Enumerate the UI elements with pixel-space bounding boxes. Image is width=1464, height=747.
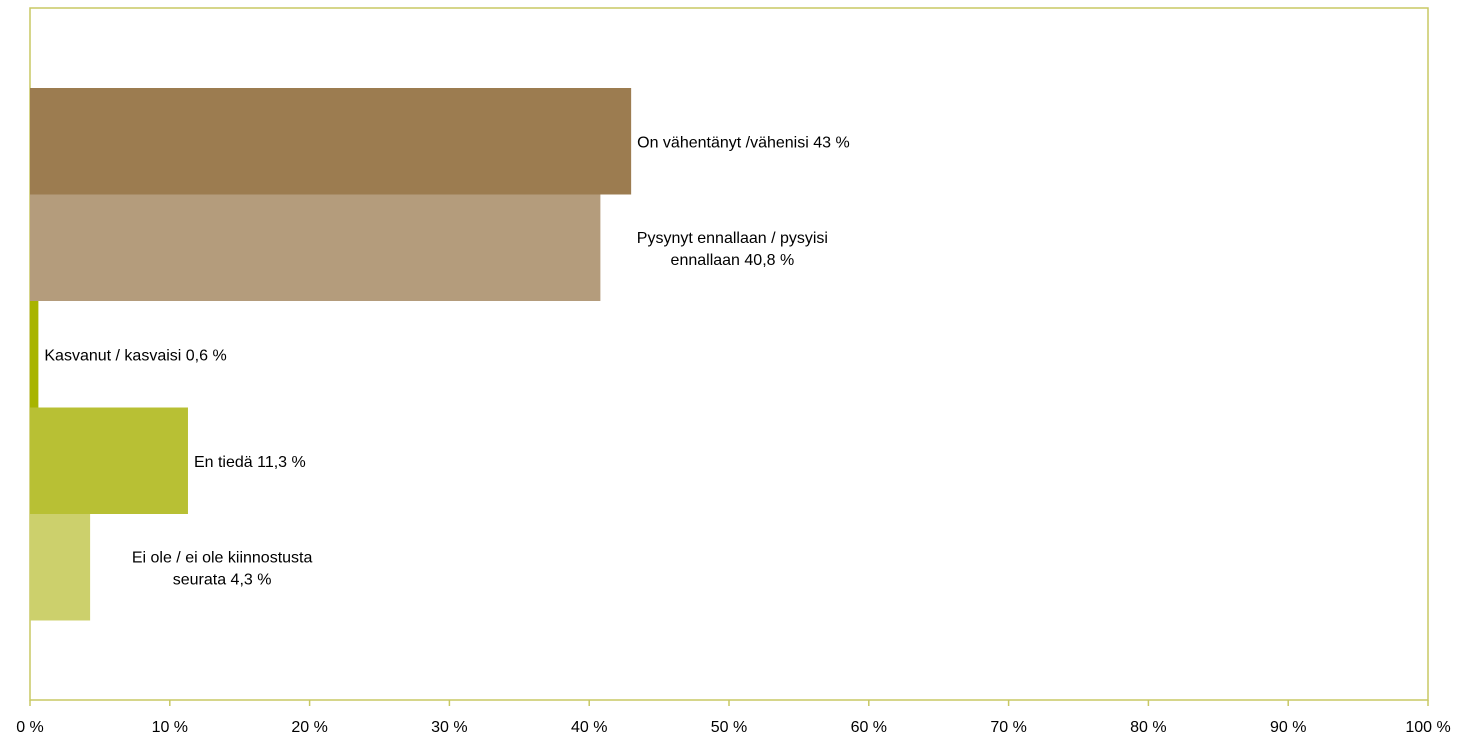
bar-label-2: Pysynyt ennallaan / pysyisi ennallaan 40,… bbox=[637, 230, 828, 269]
bar-5 bbox=[30, 514, 91, 621]
bar-3 bbox=[30, 301, 39, 408]
x-tick-label: 100 % bbox=[1405, 719, 1450, 736]
x-tick-label: 30 % bbox=[431, 719, 467, 736]
x-tick-label: 40 % bbox=[571, 719, 607, 736]
x-tick-label: 90 % bbox=[1270, 719, 1306, 736]
x-tick-label: 50 % bbox=[711, 719, 747, 736]
x-tick-label: 10 % bbox=[152, 719, 188, 736]
bar-label-line: En tiedä 11,3 % bbox=[194, 454, 306, 471]
bar-2 bbox=[30, 194, 601, 301]
bar-label-line: seurata 4,3 % bbox=[173, 571, 272, 588]
bar-label-line: ennallaan 40,8 % bbox=[671, 252, 795, 269]
bar-label-1: On vähentänyt /vähenisi 43 % bbox=[637, 134, 850, 151]
bar-label-line: Kasvanut / kasvaisi 0,6 % bbox=[44, 347, 226, 364]
bar-label-4: En tiedä 11,3 % bbox=[194, 454, 306, 471]
bar-label-line: Ei ole / ei ole kiinnostusta bbox=[132, 549, 313, 566]
x-tick-label: 70 % bbox=[990, 719, 1026, 736]
x-tick-label: 60 % bbox=[851, 719, 887, 736]
bar-1 bbox=[30, 88, 632, 195]
bar-label-3: Kasvanut / kasvaisi 0,6 % bbox=[44, 347, 226, 364]
x-tick-label: 0 % bbox=[16, 719, 44, 736]
bar-4 bbox=[30, 407, 188, 514]
x-tick-label: 80 % bbox=[1130, 719, 1166, 736]
x-tick-label: 20 % bbox=[291, 719, 327, 736]
bar-label-line: Pysynyt ennallaan / pysyisi bbox=[637, 230, 828, 247]
bar-label-5: Ei ole / ei ole kiinnostusta seurata 4,3 … bbox=[132, 549, 313, 588]
bar-label-line: On vähentänyt /vähenisi 43 % bbox=[637, 134, 850, 151]
